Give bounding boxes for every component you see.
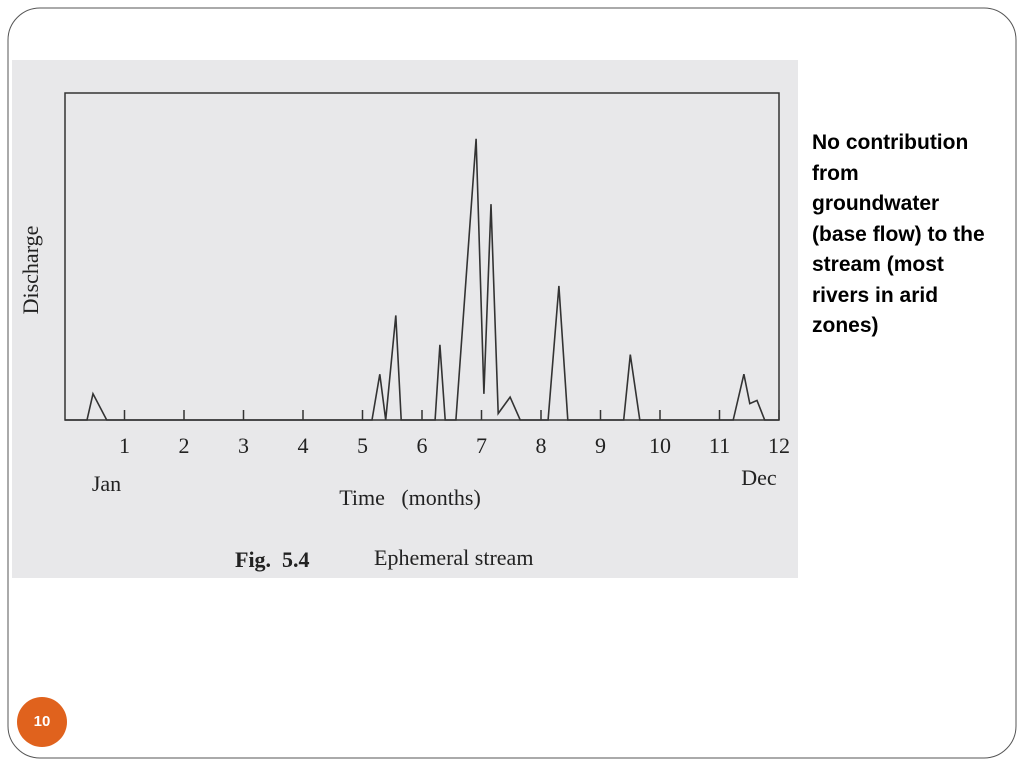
annotation: Jan bbox=[92, 471, 121, 496]
slide-text: No contribution from groundwater (base f… bbox=[812, 131, 985, 337]
x-tick-label: 2 bbox=[179, 433, 190, 458]
x-tick-label: 12 bbox=[768, 433, 790, 458]
x-axis-label: Time (months) bbox=[339, 485, 481, 510]
x-tick-label: 6 bbox=[417, 433, 428, 458]
x-tick-label: 11 bbox=[709, 433, 730, 458]
page-number: 10 bbox=[34, 713, 51, 730]
x-tick-label: 1 bbox=[119, 433, 130, 458]
x-tick-label: 3 bbox=[238, 433, 249, 458]
x-tick-label: 4 bbox=[298, 433, 309, 458]
x-tick-label: 5 bbox=[357, 433, 368, 458]
x-tick-label: 9 bbox=[595, 433, 606, 458]
caption-text: Ephemeral stream bbox=[374, 545, 533, 570]
figure-background bbox=[12, 60, 798, 578]
page-badge bbox=[17, 697, 67, 747]
x-tick-label: 10 bbox=[649, 433, 671, 458]
x-tick-label: 8 bbox=[536, 433, 547, 458]
annotation: Dec bbox=[741, 465, 777, 490]
discharge-line bbox=[65, 138, 779, 421]
x-tick-label: 7 bbox=[476, 433, 487, 458]
caption-label: Fig. 5.4 bbox=[235, 547, 310, 572]
y-axis-label: Discharge bbox=[18, 226, 43, 315]
